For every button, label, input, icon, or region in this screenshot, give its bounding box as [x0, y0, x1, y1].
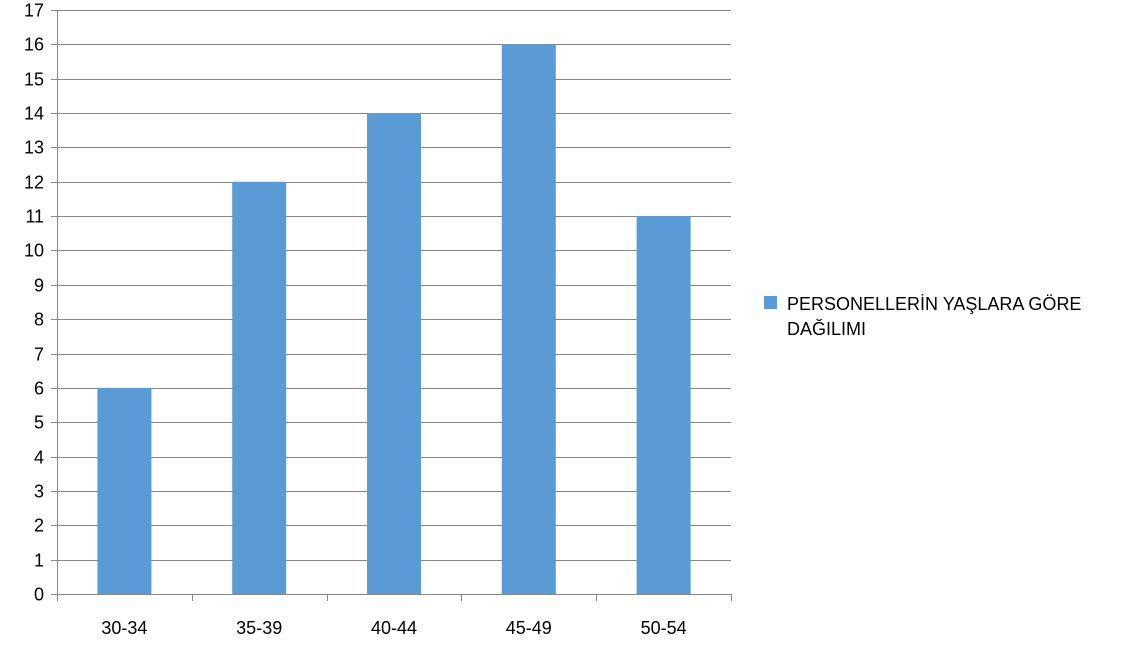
x-tick-label: 35-39: [236, 618, 282, 638]
bar: [367, 113, 421, 594]
x-tick-label: 45-49: [506, 618, 552, 638]
y-tick-label: 13: [24, 138, 44, 158]
y-tick-label: 3: [34, 482, 44, 502]
y-tick-label: 2: [34, 516, 44, 536]
x-tick-label: 40-44: [371, 618, 417, 638]
y-tick-label: 16: [24, 35, 44, 55]
chart-legend: PERSONELLERİN YAŞLARA GÖRE DAĞILIMI: [764, 292, 1124, 342]
legend-swatch: [764, 296, 777, 309]
y-tick-label: 8: [34, 310, 44, 330]
legend-label: PERSONELLERİN YAŞLARA GÖRE DAĞILIMI: [787, 294, 1082, 339]
y-tick-label: 5: [34, 413, 44, 433]
y-tick-label: 17: [24, 1, 44, 21]
bar: [232, 181, 287, 594]
y-tick-label: 6: [34, 379, 44, 399]
y-tick-label: 10: [24, 241, 44, 261]
y-tick-label: 1: [34, 551, 44, 571]
x-tick-label: 50-54: [641, 618, 687, 638]
bar: [636, 216, 691, 594]
y-tick-label: 11: [25, 207, 44, 227]
y-tick-label: 9: [34, 276, 44, 296]
y-tick-label: 15: [24, 70, 44, 90]
bar: [97, 387, 152, 594]
y-tick-label: 4: [34, 448, 44, 468]
y-tick-label: 14: [24, 104, 44, 124]
y-tick-label: 0: [34, 585, 44, 605]
y-tick-label: 12: [24, 173, 44, 193]
bar: [501, 44, 556, 594]
y-tick-label: 7: [34, 345, 44, 365]
x-tick-label: 30-34: [101, 618, 147, 638]
